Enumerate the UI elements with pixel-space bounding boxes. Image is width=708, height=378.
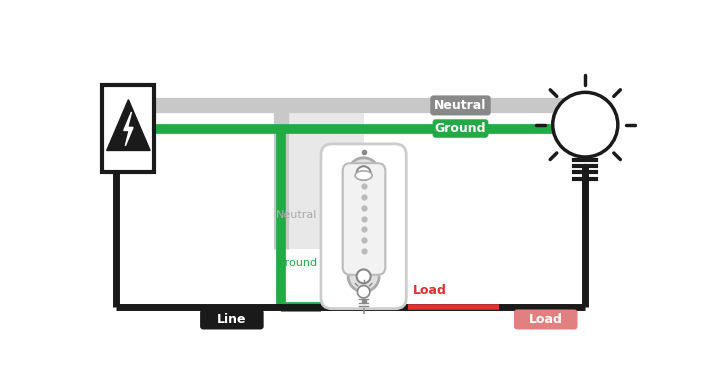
Bar xyxy=(103,85,154,172)
Polygon shape xyxy=(107,100,150,150)
Polygon shape xyxy=(124,112,133,146)
Text: Load: Load xyxy=(413,284,446,297)
Text: Neutral: Neutral xyxy=(434,99,486,112)
Ellipse shape xyxy=(355,171,372,180)
FancyBboxPatch shape xyxy=(430,95,491,115)
FancyBboxPatch shape xyxy=(433,119,489,138)
Text: Load: Load xyxy=(529,313,563,326)
Circle shape xyxy=(348,158,379,189)
Circle shape xyxy=(357,270,370,283)
Circle shape xyxy=(348,261,379,292)
Text: Line: Line xyxy=(217,313,246,326)
FancyBboxPatch shape xyxy=(514,310,578,330)
Text: Ground: Ground xyxy=(435,122,486,135)
FancyBboxPatch shape xyxy=(200,310,263,330)
Text: Ground: Ground xyxy=(276,257,317,268)
FancyBboxPatch shape xyxy=(321,144,406,309)
Circle shape xyxy=(358,286,370,298)
Bar xyxy=(276,105,364,249)
FancyBboxPatch shape xyxy=(343,163,385,275)
Text: Neutral: Neutral xyxy=(275,210,317,220)
Circle shape xyxy=(553,92,618,157)
Circle shape xyxy=(357,166,370,180)
